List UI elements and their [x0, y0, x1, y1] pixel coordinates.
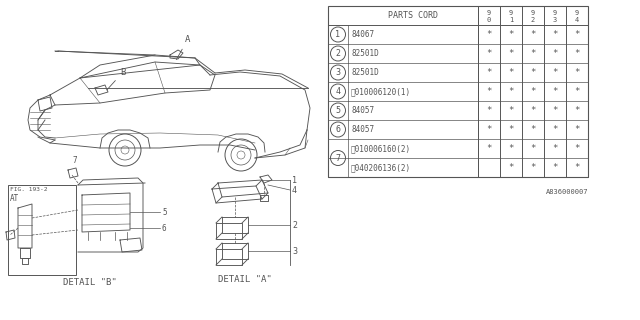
Text: *: * [574, 144, 580, 153]
Text: *: * [486, 49, 492, 58]
Text: 1: 1 [509, 17, 513, 22]
Text: *: * [552, 125, 557, 134]
Text: *: * [552, 106, 557, 115]
Text: 84067: 84067 [351, 30, 374, 39]
Text: 5: 5 [335, 106, 340, 115]
Text: *: * [508, 144, 514, 153]
Text: B: B [107, 68, 125, 90]
Text: 2: 2 [335, 49, 340, 58]
Text: *: * [508, 68, 514, 77]
Text: *: * [552, 30, 557, 39]
Text: *: * [508, 87, 514, 96]
Text: A836000007: A836000007 [545, 189, 588, 195]
Text: 1: 1 [292, 175, 297, 185]
Text: PARTS CORD: PARTS CORD [388, 11, 438, 20]
Text: Ⓑ010006160(2): Ⓑ010006160(2) [351, 144, 411, 153]
Text: 0: 0 [487, 17, 491, 22]
Text: *: * [486, 106, 492, 115]
Text: 9: 9 [487, 10, 491, 15]
Text: 4: 4 [575, 17, 579, 22]
Text: AT: AT [10, 194, 19, 203]
Text: 2: 2 [292, 220, 297, 229]
Text: *: * [531, 49, 536, 58]
Text: 82501D: 82501D [351, 49, 379, 58]
Text: *: * [574, 68, 580, 77]
Text: *: * [552, 68, 557, 77]
Text: DETAIL "B": DETAIL "B" [63, 278, 117, 287]
Text: 9: 9 [575, 10, 579, 15]
Text: DETAIL "A": DETAIL "A" [218, 275, 272, 284]
Text: *: * [486, 30, 492, 39]
Text: 4: 4 [335, 87, 340, 96]
Text: Ⓢ040206136(2): Ⓢ040206136(2) [351, 163, 411, 172]
Text: *: * [574, 49, 580, 58]
Text: 84057: 84057 [351, 106, 374, 115]
Text: *: * [508, 106, 514, 115]
Text: 4: 4 [292, 186, 297, 195]
Text: *: * [552, 163, 557, 172]
Text: *: * [508, 125, 514, 134]
Text: *: * [531, 125, 536, 134]
Text: *: * [574, 30, 580, 39]
Text: 9: 9 [509, 10, 513, 15]
Text: *: * [531, 87, 536, 96]
Text: *: * [508, 163, 514, 172]
Text: *: * [531, 106, 536, 115]
Text: 1: 1 [335, 30, 340, 39]
Text: *: * [574, 125, 580, 134]
Text: 3: 3 [335, 68, 340, 77]
Text: A: A [177, 35, 190, 60]
Text: *: * [552, 87, 557, 96]
Bar [8, 185, 76, 275]
Bar [328, 6, 588, 177]
Text: *: * [574, 163, 580, 172]
Text: *: * [486, 87, 492, 96]
Text: *: * [531, 30, 536, 39]
Text: FIG. 193-2: FIG. 193-2 [10, 187, 47, 192]
Text: *: * [531, 144, 536, 153]
Text: 84057: 84057 [351, 125, 374, 134]
Text: 6: 6 [162, 223, 166, 233]
Text: 9: 9 [531, 10, 535, 15]
Text: *: * [574, 106, 580, 115]
Text: 6: 6 [335, 125, 340, 134]
Text: *: * [508, 30, 514, 39]
Text: 7: 7 [335, 154, 340, 163]
Text: 3: 3 [292, 246, 297, 255]
Text: 3: 3 [553, 17, 557, 22]
Text: *: * [531, 163, 536, 172]
Text: 9: 9 [553, 10, 557, 15]
Text: *: * [574, 87, 580, 96]
Text: 5: 5 [162, 207, 166, 217]
Text: *: * [486, 125, 492, 134]
Text: *: * [552, 144, 557, 153]
Text: *: * [531, 68, 536, 77]
Text: *: * [486, 68, 492, 77]
Text: *: * [508, 49, 514, 58]
Text: *: * [486, 144, 492, 153]
Text: *: * [552, 49, 557, 58]
Text: 2: 2 [531, 17, 535, 22]
Text: 82501D: 82501D [351, 68, 379, 77]
Text: Ⓑ010006120(1): Ⓑ010006120(1) [351, 87, 411, 96]
Text: 7: 7 [73, 156, 77, 165]
